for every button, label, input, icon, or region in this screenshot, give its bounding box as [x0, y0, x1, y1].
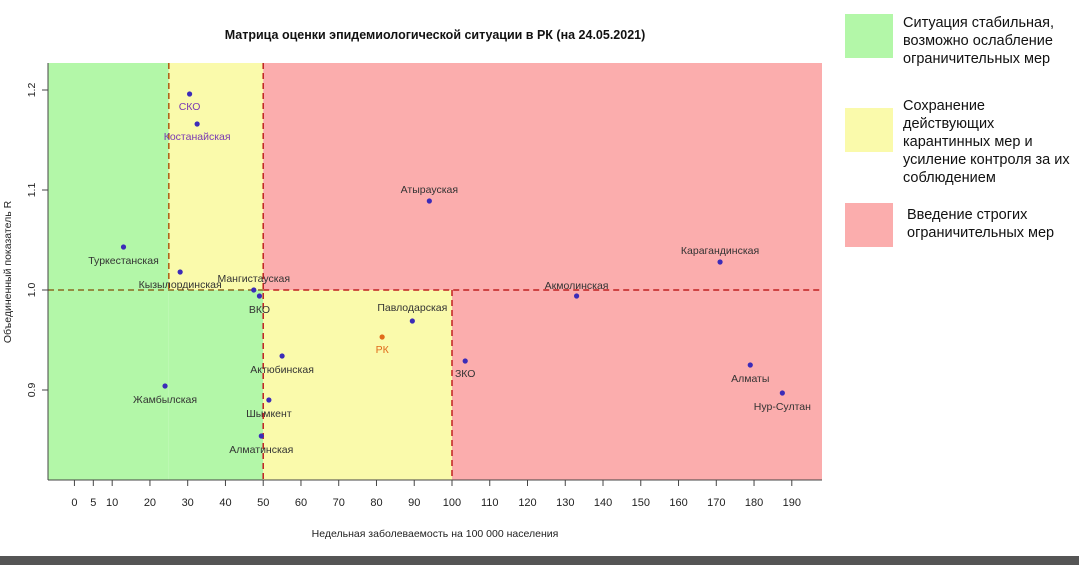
y-axis-label: Объединенный показатель R: [2, 200, 14, 343]
zone-red-4: [263, 63, 823, 290]
point-label-1: Костанайская: [164, 131, 231, 143]
point-label-9: Павлодарская: [377, 302, 447, 314]
x-tick-label-190: 190: [783, 497, 801, 509]
x-tick-label-60: 60: [295, 497, 307, 509]
x-tick-label-170: 170: [707, 497, 725, 509]
point-9: [409, 318, 415, 324]
x-tick-label-70: 70: [333, 497, 345, 509]
legend-swatch-green: [845, 14, 893, 58]
zone-yellow-3: [263, 290, 452, 480]
x-tick-label-50: 50: [257, 497, 269, 509]
legend-text-stable: Ситуация стабильная, возможно ослабление…: [903, 15, 1054, 67]
point-label-7: Акмолинская: [545, 280, 609, 292]
point-15: [779, 390, 785, 396]
threshold-lines: [48, 63, 822, 480]
x-tick-label-5: 5: [90, 497, 96, 509]
point-label-17: Алматинская: [229, 444, 293, 456]
x-tick-label-150: 150: [632, 497, 650, 509]
point-16: [266, 397, 272, 403]
point-10: [379, 334, 385, 340]
axes: 0 5 10 20 30 40 50 60 70 80 90 100 110 120 130 140 150 16…: [26, 63, 822, 509]
x-tick-label-180: 180: [745, 497, 763, 509]
point-12: [462, 358, 468, 364]
x-axis-label: Недельная заболеваемость на 100 000 насе…: [312, 528, 559, 540]
point-label-3: Туркестанская: [88, 255, 159, 267]
point-label-10: РК: [376, 344, 390, 356]
point-5: [177, 269, 183, 275]
y-tick-label-1: 1.0: [26, 283, 38, 298]
x-tick-label-140: 140: [594, 497, 612, 509]
point-label-2: Атырауская: [401, 184, 458, 196]
point-17: [258, 433, 264, 439]
x-tick-label-30: 30: [182, 497, 194, 509]
y-tick-label-1.1: 1.1: [26, 183, 38, 198]
legend-swatch-red: [845, 203, 893, 247]
legend-text-maintain: Сохранение действующих карантинных мер и…: [903, 98, 1070, 186]
x-tick-label-90: 90: [408, 497, 420, 509]
points-layer: СКО Костанайская Атырауская Туркестанская Ка…: [88, 91, 811, 456]
zone-green-1: [168, 290, 264, 480]
x-tick-label-20: 20: [144, 497, 156, 509]
point-0: [186, 91, 193, 97]
x-tick-label-80: 80: [370, 497, 382, 509]
point-13: [747, 362, 753, 368]
point-label-0: СКО: [179, 101, 201, 113]
point-6: [251, 287, 257, 293]
y-tick-label-1.2: 1.2: [26, 83, 38, 98]
legend-text-strict: Введение строгих ограничительных мер: [907, 207, 1055, 241]
point-4: [717, 259, 723, 265]
zone-red-5: [451, 290, 822, 480]
x-tick-label-0: 0: [71, 497, 77, 509]
point-11: [279, 353, 285, 359]
legend-swatch-yellow: [845, 108, 893, 152]
x-tick-label-160: 160: [669, 497, 687, 509]
x-tick-label-110: 110: [481, 497, 499, 509]
zones-layer: [48, 63, 823, 480]
point-label-14: Жамбылская: [133, 394, 197, 406]
point-2: [426, 198, 432, 204]
point-label-12: ЗКО: [455, 368, 476, 380]
point-3: [120, 244, 127, 250]
point-label-8: ВКО: [249, 304, 270, 316]
point-label-15: Нур-Султан: [754, 401, 811, 413]
x-tick-label-120: 120: [518, 497, 536, 509]
x-tick-label-10: 10: [106, 497, 118, 509]
point-label-13: Алматы: [731, 373, 769, 385]
zone-yellow-2: [168, 63, 264, 290]
x-tick-label-40: 40: [219, 497, 231, 509]
point-1: [194, 121, 200, 127]
scatter-chart: 0 5 10 20 30 40 50 60 70 80 90 100 110 120 130 140 150 16…: [2, 28, 823, 540]
bottom-bar: [0, 556, 1079, 565]
point-label-5: Кызылординская: [139, 279, 222, 291]
zone-green-0: [48, 63, 169, 480]
point-8: [256, 293, 263, 299]
point-label-11: Актюбинская: [250, 364, 314, 376]
point-7: [573, 293, 580, 299]
point-label-16: Шымкент: [246, 408, 292, 420]
y-tick-label-0.9: 0.9: [26, 383, 38, 398]
point-label-6: Мангистауская: [217, 273, 290, 285]
point-label-4: Карагандинская: [681, 245, 759, 257]
chart-title: Матрица оценки эпидемиологической ситуац…: [225, 28, 646, 42]
x-tick-label-130: 130: [556, 497, 574, 509]
point-14: [162, 383, 168, 389]
x-tick-label-100: 100: [443, 497, 461, 509]
